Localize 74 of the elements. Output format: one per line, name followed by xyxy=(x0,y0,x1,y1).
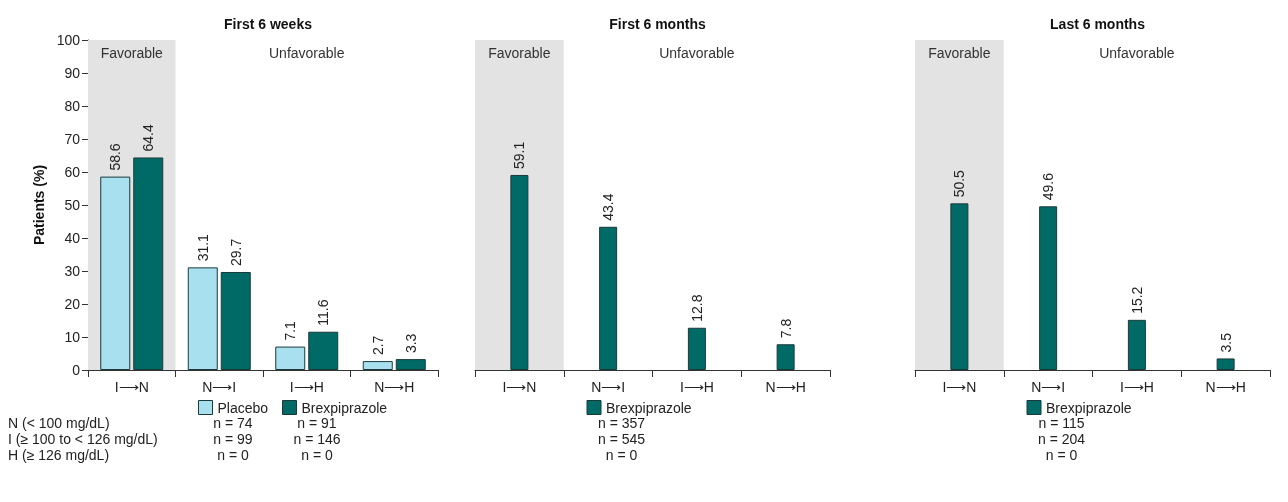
text: n = 115 n = 204 n = 0 xyxy=(1037,415,1086,463)
chart-title: First 6 months xyxy=(609,16,706,32)
data-label: 29.7 xyxy=(227,238,244,266)
y-axis-title: Patients (%) xyxy=(30,164,47,246)
legend-label: Brexpiprazole xyxy=(606,399,692,416)
annotation: Unfavorable xyxy=(1099,45,1175,61)
band-label: Favorable xyxy=(488,45,551,61)
band-label: Favorable xyxy=(100,45,164,61)
bar xyxy=(1127,319,1146,370)
data-label: 15.2 xyxy=(1128,286,1145,314)
bar xyxy=(133,157,164,370)
bar xyxy=(950,203,969,370)
bar xyxy=(362,361,393,370)
text: n = 357 n = 545 n = 0 xyxy=(597,415,646,463)
data-label: 58.6 xyxy=(107,143,124,171)
y-tick-label: 10 xyxy=(64,329,81,345)
data-label: 7.1 xyxy=(282,320,299,341)
text: n = 91 n = 146 n = 0 xyxy=(293,415,341,463)
bar xyxy=(308,331,339,370)
data-label: 3.5 xyxy=(1217,332,1234,353)
x-tick-label: N⟶I xyxy=(591,379,626,395)
chart-title: Last 6 months xyxy=(1050,16,1146,32)
data-label: 3.3 xyxy=(402,333,419,354)
y-tick-label: 50 xyxy=(64,197,81,213)
data-label: 31.1 xyxy=(194,233,211,262)
y-tick-label: 90 xyxy=(64,65,81,81)
bar xyxy=(220,271,251,370)
y-tick-label: 30 xyxy=(64,263,81,279)
y-tick-label: 0 xyxy=(72,362,81,378)
x-tick-label: I⟶H xyxy=(679,379,714,395)
bar xyxy=(1039,206,1058,370)
x-tick-label: I⟶N xyxy=(114,379,149,395)
annotation: Unfavorable xyxy=(269,45,345,61)
y-tick-label: 20 xyxy=(64,296,81,312)
data-label: 50.5 xyxy=(951,169,968,198)
text: N (< 100 mg/dL) I (≥ 100 to < 126 mg/dL) H (≥ 126 mg/dL) xyxy=(8,415,158,463)
data-label: 43.4 xyxy=(600,193,617,221)
x-tick-label: N⟶H xyxy=(765,379,806,395)
band-label: Favorable xyxy=(928,45,991,61)
bar xyxy=(187,267,218,370)
y-tick-label: 40 xyxy=(64,230,81,246)
annotation: Unfavorable xyxy=(659,45,735,61)
bar xyxy=(687,327,706,370)
bar xyxy=(510,174,529,370)
data-label: 7.8 xyxy=(777,318,794,339)
bar xyxy=(100,176,131,370)
x-tick-label: I⟶N xyxy=(502,379,537,395)
x-tick-label: N⟶H xyxy=(1205,379,1246,395)
legend-label: Brexpiprazole xyxy=(1046,399,1132,416)
x-tick-label: N⟶H xyxy=(374,379,415,395)
chart-title: First 6 weeks xyxy=(224,16,313,32)
data-label: 49.6 xyxy=(1040,172,1057,201)
bar xyxy=(599,226,618,370)
bar xyxy=(776,344,795,370)
y-tick-label: 60 xyxy=(64,164,81,180)
x-tick-label: I⟶H xyxy=(1119,379,1154,395)
text: n = 74 n = 99 n = 0 xyxy=(213,415,253,463)
bar xyxy=(395,359,426,370)
x-tick-label: N⟶I xyxy=(202,379,237,395)
x-tick-label: I⟶H xyxy=(289,379,324,395)
data-label: 64.4 xyxy=(140,124,157,152)
y-tick-label: 70 xyxy=(64,131,81,147)
data-label: 59.1 xyxy=(511,141,528,169)
data-label: 12.8 xyxy=(688,294,705,322)
data-label: 2.7 xyxy=(369,335,386,356)
x-tick-label: N⟶I xyxy=(1031,379,1066,395)
legend-label: Brexpiprazole xyxy=(301,399,388,416)
y-tick-label: 100 xyxy=(56,32,81,48)
bar xyxy=(275,346,306,370)
bar xyxy=(1216,358,1235,370)
data-label: 11.6 xyxy=(315,299,332,326)
x-tick-label: I⟶N xyxy=(942,379,977,395)
y-tick-label: 80 xyxy=(64,98,81,114)
legend-label: Placebo xyxy=(217,399,269,416)
